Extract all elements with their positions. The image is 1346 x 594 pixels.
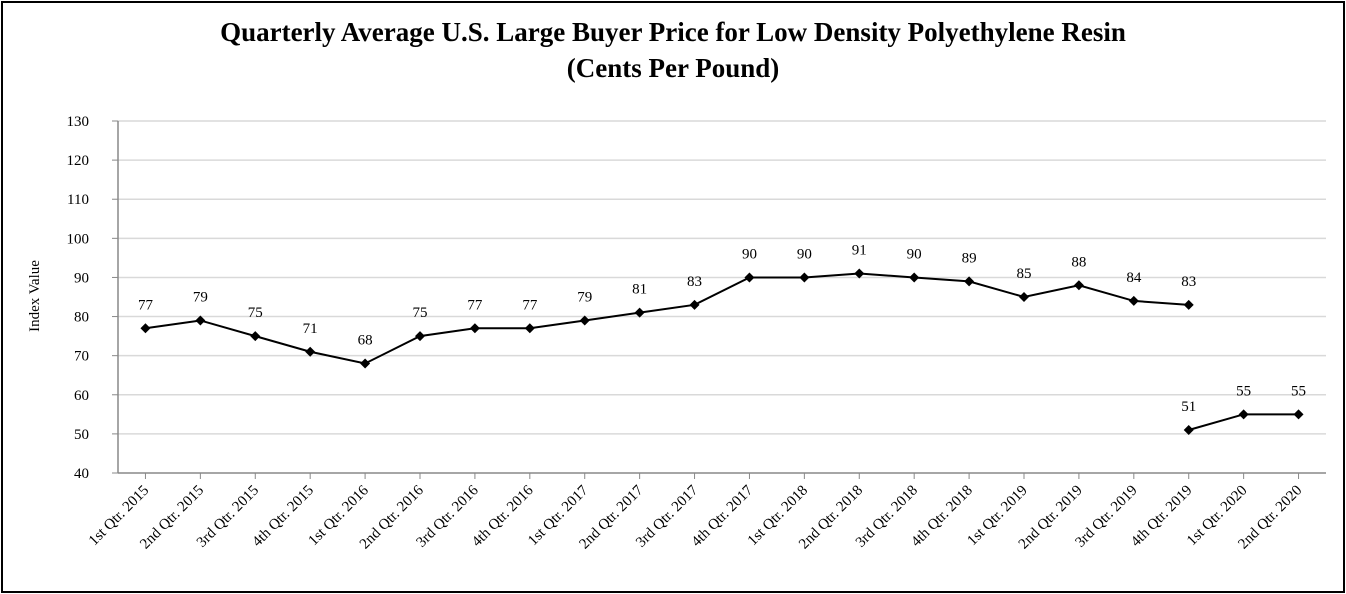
data-label: 90	[742, 246, 757, 262]
y-tick-label: 90	[74, 270, 89, 286]
y-tick-label: 40	[74, 466, 89, 482]
series-line-1	[145, 272, 1189, 365]
data-label: 51	[1181, 399, 1196, 415]
y-axis-title: Index Value	[27, 260, 43, 332]
y-tick-label: 50	[74, 427, 89, 443]
data-point-marker	[964, 276, 975, 287]
data-point-marker	[1073, 280, 1084, 291]
data-labels: 77 79 75 71 68 75 77 77 79 81 83 90 90 91 90 89 85 88 84 83…	[138, 243, 1306, 415]
data-label: 89	[962, 250, 977, 266]
data-point-marker	[1019, 292, 1029, 302]
data-point-marker	[909, 272, 920, 283]
data-point-marker	[1238, 409, 1249, 420]
data-point-marker	[799, 272, 810, 283]
y-tick-label: 130	[67, 114, 90, 130]
data-markers	[140, 268, 1304, 435]
y-tick-label: 60	[74, 388, 89, 404]
data-label: 81	[632, 282, 647, 298]
data-label: 75	[248, 305, 263, 321]
data-label: 71	[303, 321, 318, 337]
data-label: 55	[1236, 383, 1251, 399]
y-tick-labels: 40 50 60 70 80 90 100 110 120 130	[67, 114, 90, 482]
data-label: 88	[1071, 254, 1086, 270]
data-label: 77	[522, 297, 538, 313]
data-point-marker	[689, 299, 700, 310]
data-label: 83	[1181, 274, 1196, 290]
data-point-marker	[854, 268, 865, 279]
y-tick-label: 120	[67, 153, 90, 169]
gridlines	[118, 120, 1326, 435]
data-point-marker	[305, 346, 316, 357]
data-label: 90	[907, 246, 922, 262]
series-lines	[145, 272, 1299, 431]
data-point-marker	[1183, 299, 1194, 310]
data-label: 91	[852, 243, 867, 259]
data-point-marker	[140, 323, 151, 334]
data-point-marker	[1128, 295, 1139, 306]
data-point-marker	[250, 331, 261, 342]
chart-title: Quarterly Average U.S. Large Buyer Price…	[220, 17, 1126, 47]
data-point-marker	[469, 323, 480, 334]
data-label: 84	[1126, 270, 1142, 286]
data-label: 75	[413, 305, 428, 321]
data-label: 90	[797, 246, 812, 262]
data-label: 79	[193, 289, 208, 305]
data-label: 77	[467, 297, 483, 313]
data-point-marker	[634, 307, 645, 318]
data-point-marker	[1183, 424, 1194, 435]
y-tick-label: 70	[74, 349, 89, 365]
data-label: 83	[687, 274, 702, 290]
data-label: 85	[1017, 266, 1032, 282]
data-label: 77	[138, 297, 154, 313]
data-label: 79	[577, 289, 592, 305]
axes	[112, 120, 1326, 479]
data-point-marker	[744, 272, 755, 283]
chart-title-block: Quarterly Average U.S. Large Buyer Price…	[0, 14, 1346, 86]
data-point-marker	[524, 323, 535, 334]
chart-subtitle: (Cents Per Pound)	[566, 53, 780, 83]
data-point-marker	[415, 331, 425, 342]
data-label: 55	[1291, 383, 1306, 399]
data-point-marker	[579, 315, 590, 326]
data-point-marker	[195, 315, 206, 326]
y-tick-label: 110	[67, 192, 89, 208]
data-point-marker	[1293, 409, 1304, 420]
data-point-marker	[360, 358, 371, 369]
y-tick-label: 80	[74, 310, 89, 326]
y-tick-label: 100	[67, 231, 90, 247]
data-label: 68	[358, 332, 373, 348]
